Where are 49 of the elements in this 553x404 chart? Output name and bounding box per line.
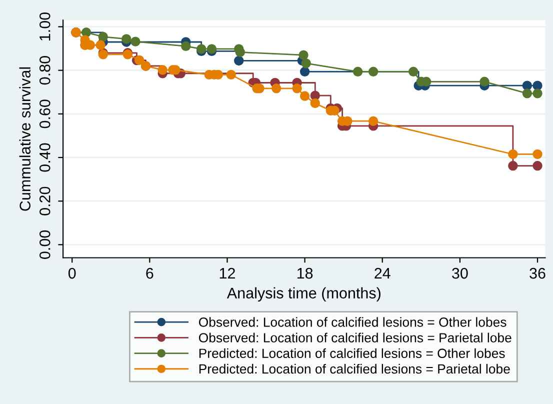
point (301, 58, 311, 68)
y-tick-label: 0.60 (39, 100, 50, 128)
point (130, 36, 140, 46)
y-tick-label: 0.80 (39, 56, 50, 85)
point (158, 65, 168, 75)
legend-label: Observed: Location of calcified lesions = Parietal lobe (198, 332, 512, 342)
y-tick-label: 0.40 (39, 143, 50, 172)
point (292, 84, 302, 94)
point (522, 88, 532, 98)
point (300, 66, 310, 76)
legend-label: Predicted: Location of calcified lesions = Other lobes (199, 348, 505, 358)
y-tick-label: 1.00 (39, 12, 50, 40)
point (96, 40, 106, 50)
point (98, 32, 108, 42)
point (508, 160, 518, 171)
point (235, 47, 246, 58)
x-tick-label: 30 (452, 268, 468, 279)
point (300, 91, 310, 101)
x-tick-label: 6 (146, 268, 154, 279)
point (226, 70, 236, 80)
point (122, 34, 132, 44)
point (298, 50, 308, 60)
point (368, 66, 378, 76)
x-tick-label: 24 (374, 268, 390, 279)
legend-label: Predicted: Location of calcified lesions = Parietal lobe (199, 364, 510, 374)
point (522, 80, 532, 90)
point (271, 84, 282, 94)
x-tick-label: 0 (68, 268, 76, 279)
point (352, 66, 363, 76)
x-tick-label: 18 (297, 268, 313, 279)
point (368, 116, 378, 126)
x-tick-label: 36 (530, 268, 546, 279)
point (532, 149, 542, 160)
point (532, 88, 542, 98)
point (408, 66, 418, 76)
y-tick-label: 0.20 (39, 186, 50, 216)
point (180, 41, 191, 51)
point (81, 28, 92, 38)
y-axis-title: Cummulative survival (19, 67, 31, 211)
legend-label: Observed: Location of calcified lesions = Other lobes (198, 317, 506, 327)
point (480, 76, 490, 87)
x-tick-label: 12 (220, 268, 235, 279)
y-tick-label: 0.00 (39, 230, 50, 259)
x-axis-title: Analysis time (months) (226, 287, 380, 302)
point (532, 160, 542, 171)
point (508, 149, 518, 160)
point (134, 55, 144, 65)
point (310, 98, 320, 108)
point (234, 56, 244, 66)
